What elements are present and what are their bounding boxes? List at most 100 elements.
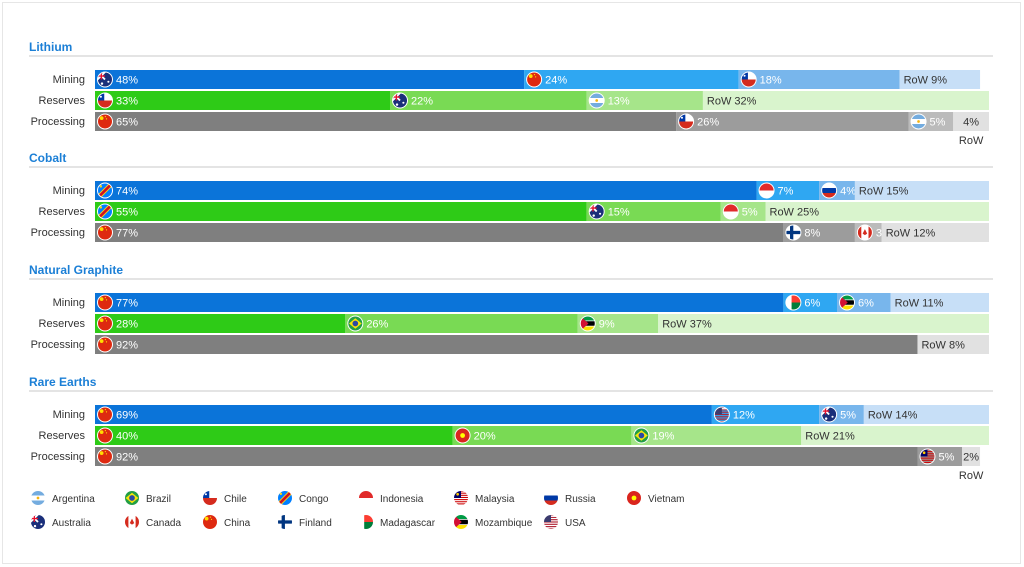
bar-value-label: 2% <box>963 452 979 464</box>
legend-label: Indonesia <box>380 494 424 505</box>
legend-label: Brazil <box>146 494 171 505</box>
bar-value-label: 12% <box>733 410 755 422</box>
bar-rect <box>801 426 989 445</box>
flag-finland-icon <box>277 514 293 530</box>
bar-rect <box>863 405 989 424</box>
row-label: Processing <box>31 227 85 239</box>
flag-malaysia-icon <box>919 448 936 465</box>
bar-value-label: 77% <box>116 228 138 240</box>
bar-value-label: 92% <box>116 452 138 464</box>
bar-segment-row: 2% RoW <box>959 447 984 482</box>
section-cobalt: Cobalt Mining 74% 7% 4% RoW 15% Reserves 55% 15%… <box>29 151 993 242</box>
bar-segment-vietnam: 20% <box>452 426 632 445</box>
bar-rect <box>631 426 802 445</box>
bar-rect <box>95 223 784 242</box>
flag-canada-icon <box>124 514 140 530</box>
bar-segment-row: RoW 32% <box>702 91 989 110</box>
legend-label: Canada <box>146 518 181 529</box>
flag-chile-icon <box>97 92 113 109</box>
bar-rect <box>524 70 739 89</box>
flag-congo-icon <box>97 203 113 220</box>
bar-segment-brazil: 19% <box>631 426 802 445</box>
flag-australia-icon <box>588 203 605 220</box>
flag-china-icon <box>526 71 543 88</box>
flag-australia-icon <box>30 514 46 530</box>
flag-chile-icon <box>678 113 695 130</box>
bar-rect <box>586 91 703 110</box>
bar-value-label: RoW 11% <box>895 298 944 310</box>
flag-canada-icon <box>856 224 873 241</box>
flag-brazil-icon <box>124 490 140 506</box>
flag-vietnam-icon <box>626 490 642 506</box>
legend-label: Finland <box>299 518 332 529</box>
flag-congo-icon <box>277 490 293 506</box>
legend-item-malaysia: Malaysia <box>453 490 515 506</box>
bar-rect <box>95 70 525 89</box>
bar-segment-argentina: 5% <box>908 112 954 131</box>
bar-segment-australia: 5% <box>819 405 864 424</box>
bar-segment-australia: 48% <box>95 70 525 89</box>
bar-value-label: 13% <box>608 96 630 108</box>
bar-value-label: 48% <box>116 75 138 87</box>
bar-value-label: 4% <box>840 186 856 198</box>
flag-russia-icon <box>543 490 559 506</box>
legend-label: Chile <box>224 494 247 505</box>
bar-value-label: RoW 12% <box>886 228 936 240</box>
section-title: Rare Earths <box>29 375 97 389</box>
bar-value-label: RoW 32% <box>707 96 757 108</box>
row-below-label: RoW <box>959 135 984 147</box>
legend-label: Mozambique <box>475 518 533 529</box>
bar-segment-mozambique: 6% <box>837 293 891 312</box>
legend-label: Argentina <box>52 494 95 505</box>
legend-item-canada: Canada <box>124 514 181 530</box>
bar-rect <box>95 335 918 354</box>
row-reserves: Reserves 55% 15% 5% RoW 25% <box>39 202 989 221</box>
legend-item-argentina: Argentina <box>30 490 95 506</box>
bar-value-label: 55% <box>116 207 138 219</box>
flag-usa-icon <box>713 406 730 423</box>
row-label: Processing <box>31 451 85 463</box>
flag-argentina-icon <box>588 92 605 109</box>
row-mining: Mining 69% 12% 5% RoW 14% <box>53 405 989 424</box>
flag-australia-icon <box>392 92 409 109</box>
bar-segment-congo: 74% <box>95 181 757 200</box>
bar-value-label: 24% <box>545 75 567 87</box>
bar-segment-chile: 33% <box>95 91 391 110</box>
bar-rect <box>962 447 981 466</box>
section-title: Natural Graphite <box>29 263 123 277</box>
flag-usa-icon <box>543 514 559 530</box>
bar-value-label: 9% <box>599 319 615 331</box>
bar-value-label: 6% <box>804 298 820 310</box>
flag-mozambique-icon <box>579 315 596 332</box>
row-mining: Mining 77% 6% 6% RoW 11% <box>53 293 989 312</box>
flag-indonesia-icon <box>758 182 775 199</box>
flag-australia-icon <box>97 71 113 88</box>
bar-segment-indonesia: 7% <box>756 181 820 200</box>
bar-value-label: 8% <box>804 228 820 240</box>
row-reserves: Reserves 33% 22% 13% RoW 32% <box>39 91 989 110</box>
legend-item-chile: Chile <box>202 490 247 506</box>
bar-value-label: 33% <box>116 96 138 108</box>
legend-label: Malaysia <box>475 494 515 505</box>
bar-segment-china: 77% <box>95 293 784 312</box>
flag-china-icon <box>97 294 113 311</box>
bar-segment-china: 28% <box>95 314 346 333</box>
row-mining: Mining 48% 24% 18% RoW 9% <box>53 70 981 89</box>
flag-china-icon <box>97 336 113 353</box>
legend-label: Russia <box>565 494 596 505</box>
flag-chile-icon <box>202 490 218 506</box>
bar-value-label: RoW 25% <box>770 207 820 219</box>
bar-value-label: 20% <box>474 431 496 443</box>
bar-segment-china: 92% <box>95 447 918 466</box>
legend-item-mozambique: Mozambique <box>453 514 533 530</box>
flag-finland-icon <box>785 224 802 241</box>
row-below-label: RoW <box>959 470 984 482</box>
bar-segment-china: 92% <box>95 335 918 354</box>
flag-mozambique-icon <box>453 514 469 530</box>
section-rare-earths: Rare Earths Mining 69% 12% 5% RoW 14% Reserves… <box>29 375 993 482</box>
bar-value-label: 6% <box>858 298 874 310</box>
bar-value-label: 5% <box>938 452 954 464</box>
section-lithium: Lithium Mining 48% 24% 18% RoW 9% Reserves 33% 2… <box>29 40 993 147</box>
bar-rect <box>899 70 981 89</box>
